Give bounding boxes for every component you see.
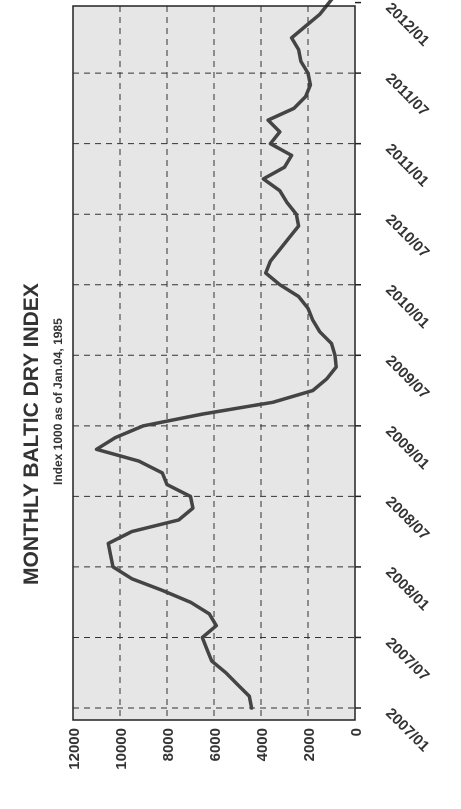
y-tick-labels: 0 2000 4000 6000 8000 10000 12000 — [66, 728, 365, 770]
x-tick-label-2008-07: 2008/07 — [382, 493, 432, 543]
tick-marks — [355, 1, 361, 709]
y-tick-label-12000: 12000 — [66, 728, 83, 770]
x-tick-labels: 2007/01 2007/07 2008/01 2008/07 2009/01 2009/… — [382, 0, 432, 755]
series-line-bdi — [94, 0, 338, 710]
x-tick-label-2007-01: 2007/01 — [382, 705, 432, 755]
y-tick-label-4000: 4000 — [254, 728, 271, 761]
x-tick-label-2007-07: 2007/07 — [382, 634, 432, 684]
x-tick-label-2008-01: 2008/01 — [382, 564, 432, 614]
x-tick-label-2011-01: 2011/01 — [382, 140, 432, 190]
y-tick-label-2000: 2000 — [301, 728, 318, 761]
x-tick-label-2009-07: 2009/07 — [382, 352, 432, 402]
y-tick-label-10000: 10000 — [113, 728, 130, 770]
x-tick-label-2010-07: 2010/07 — [382, 211, 432, 261]
y-tick-label-6000: 6000 — [207, 728, 224, 761]
y-tick-label-8000: 8000 — [160, 728, 177, 761]
x-tick-label-2009-01: 2009/01 — [382, 423, 432, 473]
plot-frame — [72, 5, 356, 721]
chart-subtitle: Index 1000 as of Jan.04, 1985 — [51, 318, 65, 485]
y-tick-label-0: 0 — [348, 728, 365, 736]
chart-title: MONTHLY BALTIC DRY INDEX — [20, 283, 43, 585]
x-tick-label-2011-07: 2011/07 — [382, 70, 432, 120]
x-tick-label-2010-01: 2010/01 — [382, 282, 432, 332]
x-tick-label-2012-01: 2012/01 — [382, 0, 432, 50]
